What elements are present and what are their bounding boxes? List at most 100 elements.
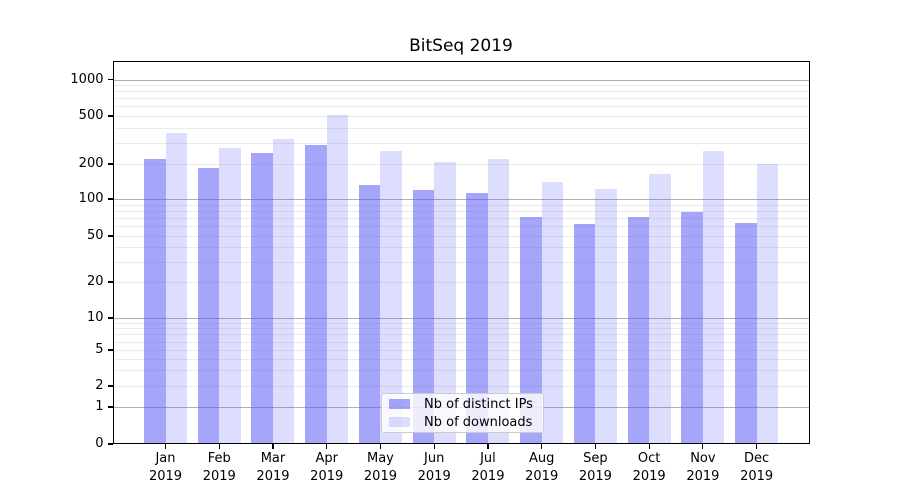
x-tick-mark bbox=[487, 444, 489, 449]
x-tick-label: Aug 2019 bbox=[525, 451, 559, 484]
y-tick-label: 0 bbox=[95, 436, 104, 451]
minor-gridline bbox=[112, 358, 810, 360]
major-gridline bbox=[112, 199, 810, 200]
minor-gridline bbox=[112, 350, 810, 351]
y-tick-label: 50 bbox=[86, 228, 104, 243]
bar-distinct-ips bbox=[358, 184, 381, 444]
minor-gridline bbox=[112, 370, 810, 372]
x-tick-mark bbox=[326, 444, 328, 449]
y-tick-mark bbox=[107, 406, 113, 408]
bar-downloads bbox=[756, 164, 779, 444]
x-tick-mark bbox=[272, 444, 274, 449]
bar-distinct-ips bbox=[197, 167, 220, 444]
x-tick-mark bbox=[648, 444, 650, 449]
bar-downloads bbox=[326, 114, 349, 444]
minor-gridline bbox=[112, 247, 810, 249]
bar-distinct-ips bbox=[466, 193, 488, 444]
bar-distinct-ips bbox=[627, 217, 650, 444]
bar-distinct-ips bbox=[681, 211, 703, 444]
x-tick-label: Apr 2019 bbox=[310, 451, 344, 484]
x-tick-label: Dec 2019 bbox=[740, 451, 774, 484]
bar-distinct-ips bbox=[520, 217, 542, 444]
x-tick-mark bbox=[594, 444, 596, 449]
y-tick-label: 2 bbox=[95, 378, 104, 393]
bar-downloads bbox=[380, 151, 402, 444]
y-tick-mark bbox=[107, 235, 113, 237]
minor-gridline bbox=[112, 386, 810, 387]
minor-gridline bbox=[112, 106, 810, 108]
y-tick-mark bbox=[107, 317, 113, 319]
chart-title: BitSeq 2019 bbox=[409, 36, 513, 56]
bar-distinct-ips bbox=[412, 189, 435, 444]
bar-downloads bbox=[702, 151, 725, 444]
bar-downloads bbox=[434, 162, 456, 444]
bar-distinct-ips bbox=[735, 222, 757, 444]
minor-gridline bbox=[112, 218, 810, 220]
bar-downloads bbox=[649, 174, 671, 444]
x-tick-label: Jul 2019 bbox=[471, 451, 505, 484]
minor-gridline bbox=[112, 127, 810, 129]
plot-area bbox=[112, 61, 810, 444]
y-tick-mark bbox=[107, 78, 113, 81]
minor-gridline bbox=[112, 204, 810, 206]
x-tick-label: Nov 2019 bbox=[686, 451, 720, 484]
y-tick-mark bbox=[107, 163, 113, 165]
y-tick-label: 100 bbox=[78, 191, 104, 206]
bar-distinct-ips bbox=[251, 153, 273, 444]
x-tick-mark bbox=[756, 444, 758, 449]
minor-gridline bbox=[112, 142, 810, 144]
x-tick-label: Oct 2019 bbox=[632, 451, 666, 484]
bar-distinct-ips bbox=[305, 144, 327, 444]
y-tick-label: 1000 bbox=[70, 71, 104, 87]
x-tick-mark bbox=[541, 444, 543, 449]
major-gridline bbox=[112, 79, 810, 81]
bar-downloads bbox=[595, 189, 617, 444]
x-tick-label: Sep 2019 bbox=[578, 451, 612, 484]
minor-gridline bbox=[112, 91, 810, 93]
y-tick-label: 5 bbox=[95, 342, 104, 357]
minor-gridline bbox=[112, 226, 810, 228]
y-tick-label: 20 bbox=[86, 274, 104, 289]
x-tick-mark bbox=[702, 444, 704, 449]
legend: Nb of distinct IPs Nb of downloads bbox=[381, 393, 544, 433]
y-tick-mark bbox=[107, 385, 113, 387]
minor-gridline bbox=[112, 328, 810, 330]
minor-gridline bbox=[112, 164, 810, 165]
y-tick-mark bbox=[107, 349, 113, 351]
legend-swatch-downloads bbox=[389, 417, 410, 427]
x-tick-mark bbox=[379, 444, 382, 449]
minor-gridline bbox=[112, 210, 810, 212]
legend-row: Nb of downloads bbox=[388, 415, 537, 430]
x-tick-label: May 2019 bbox=[363, 451, 397, 484]
legend-swatch-distinct-ips bbox=[389, 399, 410, 409]
minor-gridline bbox=[112, 282, 810, 283]
legend-label: Nb of distinct IPs bbox=[424, 396, 533, 412]
minor-gridline bbox=[112, 236, 810, 237]
x-tick-label: Mar 2019 bbox=[256, 451, 290, 484]
y-tick-label: 500 bbox=[78, 108, 104, 123]
x-tick-label: Jun 2019 bbox=[417, 451, 451, 484]
y-tick-mark bbox=[107, 443, 113, 445]
y-tick-label: 10 bbox=[86, 310, 104, 325]
minor-gridline bbox=[112, 116, 810, 117]
legend-row: Nb of distinct IPs bbox=[388, 397, 537, 412]
y-tick-label: 1 bbox=[95, 399, 104, 414]
minor-gridline bbox=[112, 341, 810, 343]
bar-downloads bbox=[165, 133, 187, 444]
y-tick-mark bbox=[107, 115, 113, 117]
minor-gridline bbox=[112, 85, 810, 87]
bar-distinct-ips bbox=[573, 223, 596, 444]
legend-label: Nb of downloads bbox=[424, 414, 533, 430]
minor-gridline bbox=[112, 261, 810, 263]
x-tick-label: Feb 2019 bbox=[202, 451, 236, 484]
x-tick-mark bbox=[164, 444, 167, 449]
x-tick-mark bbox=[433, 444, 435, 449]
bar-downloads bbox=[487, 159, 510, 444]
bar-distinct-ips bbox=[144, 159, 166, 444]
bar-downloads bbox=[219, 147, 241, 444]
minor-gridline bbox=[112, 334, 810, 336]
y-tick-mark bbox=[107, 281, 113, 283]
minor-gridline bbox=[112, 98, 810, 100]
x-tick-label: Jan 2019 bbox=[148, 451, 183, 484]
